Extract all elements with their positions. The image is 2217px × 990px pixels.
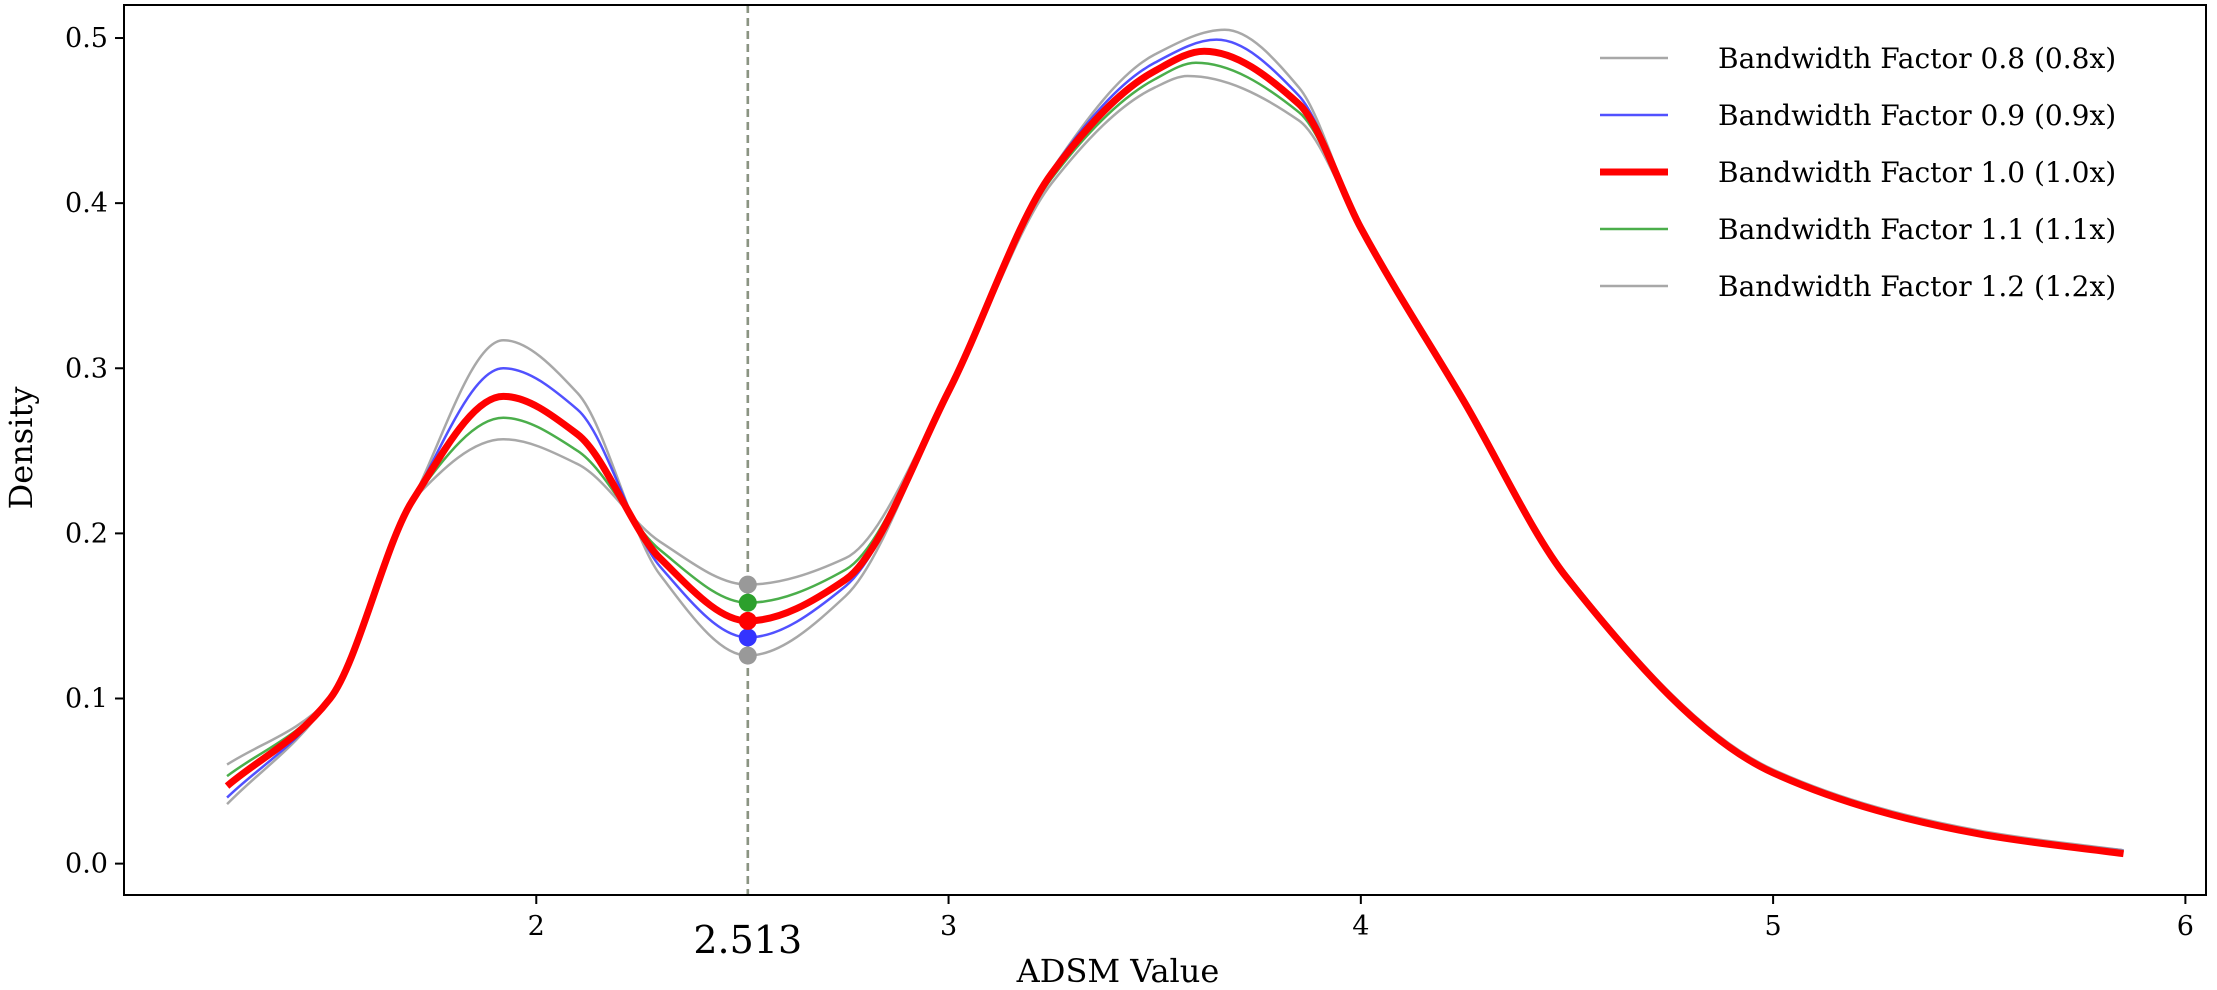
y-tick-label: 0.2: [65, 518, 108, 549]
x-tick-label: 2: [528, 911, 545, 942]
legend-entry: Bandwidth Factor 1.0 (1.0x): [1718, 156, 2116, 189]
y-axis-title: Density: [2, 387, 40, 510]
series-line: [224, 47, 2125, 858]
y-tick-label: 0.1: [65, 684, 108, 715]
y-tick-label: 0.5: [65, 23, 108, 54]
x-tick-label: 5: [1765, 911, 1782, 942]
x-tick-label: 6: [2177, 911, 2194, 942]
x-tick-label: 3: [940, 911, 957, 942]
legend-entry: Bandwidth Factor 1.1 (1.1x): [1718, 213, 2116, 246]
x-tick-label: 4: [1352, 911, 1369, 942]
axes-frame: [123, 4, 2207, 896]
vertical-line-label: 2.513: [693, 918, 802, 962]
y-axis: 0.0 0.1 0.2 0.3 0.4 0.5: [65, 23, 124, 880]
legend: Bandwidth Factor 0.8 (0.8x) Bandwidth Fac…: [1600, 42, 2116, 303]
plot-area: [224, 5, 2125, 895]
series-marker: [738, 593, 757, 612]
series-marker: [738, 611, 757, 630]
y-tick-label: 0.3: [65, 353, 108, 384]
legend-entry: Bandwidth Factor 0.9 (0.9x): [1718, 99, 2116, 132]
series-marker: [738, 575, 757, 594]
series-marker: [738, 646, 757, 665]
series-marker: [738, 628, 757, 647]
y-tick-label: 0.4: [65, 188, 108, 219]
legend-entry: Bandwidth Factor 0.8 (0.8x): [1718, 42, 2116, 75]
x-axis-title: ADSM Value: [1016, 952, 1220, 990]
x-axis: 2 3 4 5 6: [528, 895, 2194, 942]
legend-entry: Bandwidth Factor 1.2 (1.2x): [1718, 270, 2116, 303]
y-tick-label: 0.0: [65, 849, 108, 880]
